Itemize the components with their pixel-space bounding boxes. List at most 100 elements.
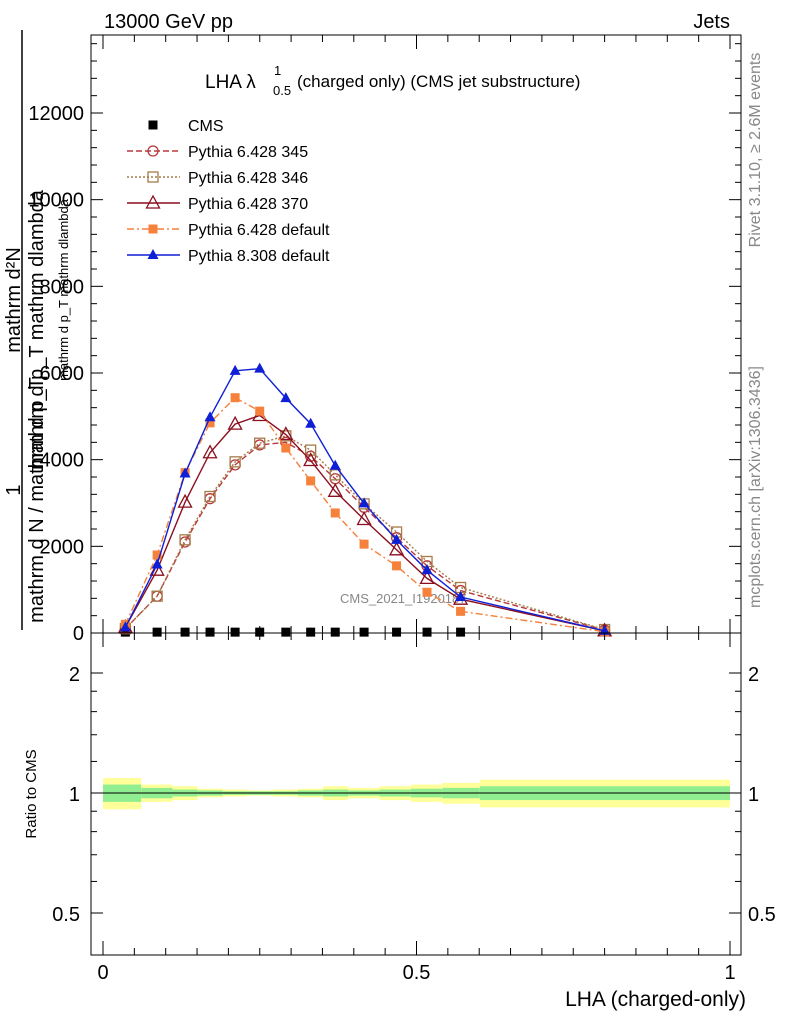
series-0 (120, 627, 466, 637)
series-point (280, 392, 292, 403)
series-point (391, 533, 403, 544)
series-point (392, 627, 402, 637)
series-point (281, 627, 291, 637)
ratio-y-tick-label: 1 (69, 784, 80, 806)
legend-label: Pythia 6.428 default (188, 222, 330, 239)
series-point (421, 564, 433, 575)
y-label-denominator-a: mathrm d p_T mathrm dlambda (26, 189, 48, 470)
series-point (330, 627, 340, 637)
series-point (230, 393, 240, 403)
ratio-y-tick-label: 0.5 (52, 904, 80, 926)
legend-entry: Pythia 6.428 default (127, 222, 330, 239)
series-point (419, 570, 435, 585)
series-point (356, 511, 372, 526)
series-point (329, 469, 341, 481)
legend-entry: Pythia 6.428 370 (127, 194, 308, 213)
legend-entry: CMS (148, 118, 224, 135)
legend-marker (147, 145, 159, 157)
plot-title-rest: (charged only) (CMS jet substructure) (297, 72, 580, 91)
series-point (359, 627, 369, 637)
legend-label: Pythia 6.428 346 (188, 170, 308, 187)
series-point (305, 417, 317, 428)
series-point (422, 627, 432, 637)
ratio-axis-ticks (91, 633, 741, 955)
ratio-y-tick-label-right: 1 (748, 784, 759, 806)
series-point (229, 456, 241, 468)
mcplots-reference-label: mcplots.cern.ch [arXiv:1306.3436] (747, 366, 764, 608)
series-point (456, 606, 466, 616)
main-y-tick-labels: 0 2000 4000 6000 8000 10000 12000 (28, 103, 84, 645)
series-point (281, 443, 291, 453)
legend-marker (145, 194, 161, 209)
analysis-group-label: Jets (693, 11, 730, 33)
main-y-tick-label: 10000 (28, 190, 84, 212)
series-point (278, 426, 294, 441)
ratio-plot-frame (90, 632, 742, 956)
x-tick-label: 1 (724, 962, 735, 984)
legend-label: Pythia 6.428 345 (188, 144, 308, 161)
main-axis-ticks (91, 35, 741, 634)
ratio-y-axis-label: Ratio to CMS (23, 749, 40, 838)
x-tick-label: 0.5 (403, 962, 431, 984)
legend-label: Pythia 6.428 370 (188, 196, 308, 213)
series-line (124, 396, 605, 633)
series-point (152, 550, 162, 560)
ratio-y-tick-label-right: 2 (748, 664, 759, 686)
ratio-plot-panel: 0.5 0.51 12 2 0 0.5 1 Ratio to CMS LHA (charg… (23, 632, 776, 1011)
legend-marker (148, 120, 158, 130)
legend-entry: Pythia 6.428 346 (127, 170, 308, 187)
series-point (456, 627, 466, 637)
series-point (202, 444, 218, 459)
x-tick-labels: 0 0.5 1 (97, 962, 735, 984)
series-point (599, 624, 611, 635)
main-y-tick-label: 12000 (28, 103, 84, 125)
series-point (254, 362, 266, 373)
main-series-layer (117, 362, 613, 637)
ratio-y-tick-label: 2 (69, 664, 80, 686)
legend-marker (147, 171, 159, 183)
series-point (180, 627, 190, 637)
series-point (329, 459, 341, 470)
main-y-tick-label: 2000 (40, 536, 85, 558)
legend-marker (147, 249, 159, 259)
plot-title: LHA λ (205, 72, 256, 93)
rivet-version-label: Rivet 3.1.10, ≥ 2.6M events (747, 53, 764, 248)
plot-title-superscript: 1 (274, 63, 281, 78)
legend: CMS Pythia 6.428 345 Pythia 6.428 346 Pythi… (127, 118, 330, 265)
ratio-y-tick-labels: 0.5 0.5 1 1 2 2 (52, 664, 776, 926)
series-point (303, 452, 319, 467)
y-label-denominator-b: mathrm d N / mathrm d p_T (26, 377, 48, 623)
main-plot-panel: CMS_2021_I1920187 0 2000 4000 6000 8000 10000… (3, 30, 742, 645)
series-2 (119, 430, 611, 636)
series-point (179, 534, 191, 546)
main-y-axis-label: 1 mathrm d²N mathrm d p_T mathrm dlambda… (3, 30, 71, 630)
legend-label: CMS (188, 118, 224, 135)
series-point (205, 418, 215, 428)
series-point (151, 558, 163, 569)
series-point (227, 415, 243, 430)
series-point (330, 508, 340, 518)
series-point (204, 490, 216, 503)
legend-label: Pythia 8.308 default (188, 248, 330, 265)
series-point (255, 406, 265, 416)
series-point (149, 561, 165, 576)
y-label-subfraction: mathrm d p_T mathrm dlambda (56, 198, 71, 381)
series-point (392, 561, 402, 571)
series-point (388, 541, 405, 556)
plot-title-subscript: 0.5 (273, 83, 291, 98)
series-point (177, 493, 193, 508)
series-point (306, 627, 316, 637)
series-point (358, 497, 370, 508)
series-line (124, 367, 605, 632)
series-point (204, 411, 216, 422)
series-point (151, 590, 163, 602)
collision-label: 13000 GeV pp (104, 11, 233, 33)
series-point (455, 591, 467, 602)
series-point (306, 476, 316, 486)
series-point (205, 627, 215, 637)
series-point (152, 627, 162, 637)
series-point (119, 621, 131, 632)
series-point (179, 467, 191, 478)
main-y-tick-label: 4000 (40, 450, 85, 472)
main-y-tick-label: 6000 (40, 363, 85, 385)
